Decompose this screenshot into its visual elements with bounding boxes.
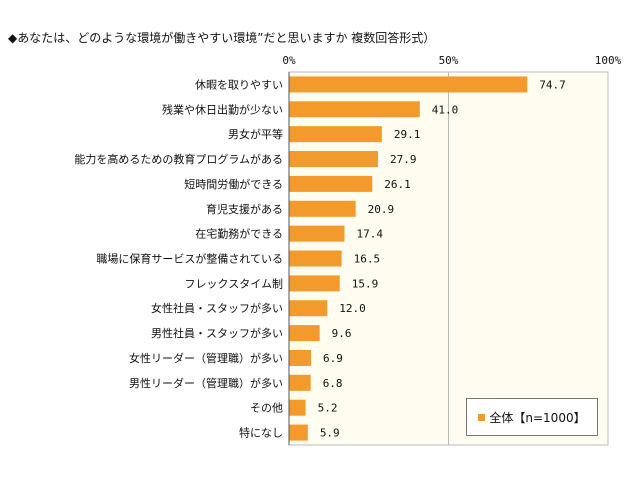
value-label: 26.1	[384, 178, 411, 191]
legend-swatch	[478, 413, 486, 421]
category-label: 休暇を取りやすい	[195, 78, 283, 91]
bar	[289, 424, 308, 441]
category-label: 残業や休日出勤が少ない	[162, 102, 283, 116]
bar	[289, 151, 379, 168]
category-label: フレックスタイム制	[185, 277, 283, 290]
bar	[289, 349, 312, 366]
value-label: 5.9	[320, 427, 340, 440]
bar	[289, 225, 345, 242]
bar	[289, 250, 342, 267]
category-label: 特になし	[239, 426, 283, 440]
bar	[289, 200, 356, 217]
category-label: 男性リーダー（管理職）が多い	[129, 376, 283, 390]
bar	[289, 76, 528, 93]
value-label: 12.0	[339, 302, 366, 315]
value-label: 16.5	[354, 253, 381, 266]
bar	[289, 374, 311, 391]
category-label: 在宅勤務ができる	[195, 227, 283, 241]
value-label: 27.9	[390, 153, 417, 166]
value-label: 6.9	[323, 352, 343, 365]
bar	[289, 325, 320, 342]
category-label: 女性社員・スタッフが多い	[151, 301, 283, 315]
category-label: その他	[250, 402, 283, 415]
category-label: 育児支援がある	[206, 202, 283, 216]
category-label: 男性社員・スタッフが多い	[151, 326, 283, 340]
value-label: 5.2	[318, 402, 338, 415]
x-tick-label: 100%	[595, 54, 622, 67]
x-tick-label: 0%	[282, 54, 296, 67]
category-label: 能力を高めるための教育プログラムがある	[74, 152, 283, 166]
x-tick-label: 50%	[439, 54, 459, 67]
category-label: 職場に保育サービスが整備されている	[96, 252, 283, 266]
legend: 全体【n=1000】	[466, 398, 598, 436]
bar	[289, 275, 340, 292]
bar	[289, 126, 382, 143]
value-label: 74.7	[539, 78, 566, 91]
category-label: 男女が平等	[228, 127, 283, 141]
value-label: 29.1	[394, 128, 421, 141]
bar	[289, 101, 420, 118]
value-label: 41.0	[432, 103, 459, 116]
bar	[289, 300, 328, 317]
bar	[289, 175, 373, 192]
value-label: 20.9	[368, 203, 395, 216]
category-label: 女性リーダー（管理職）が多い	[129, 351, 283, 365]
value-label: 6.8	[323, 377, 343, 390]
chart-title: ◆あなたは、どのような環境が働きやすい環境”だと思いますか 複数回答形式）	[8, 31, 436, 45]
value-label: 9.6	[332, 327, 352, 340]
bar	[289, 399, 306, 416]
category-label: 短時間労働ができる	[184, 177, 283, 191]
value-label: 17.4	[357, 228, 384, 241]
legend-label: 全体【n=1000】	[489, 410, 586, 425]
value-label: 15.9	[352, 277, 379, 290]
